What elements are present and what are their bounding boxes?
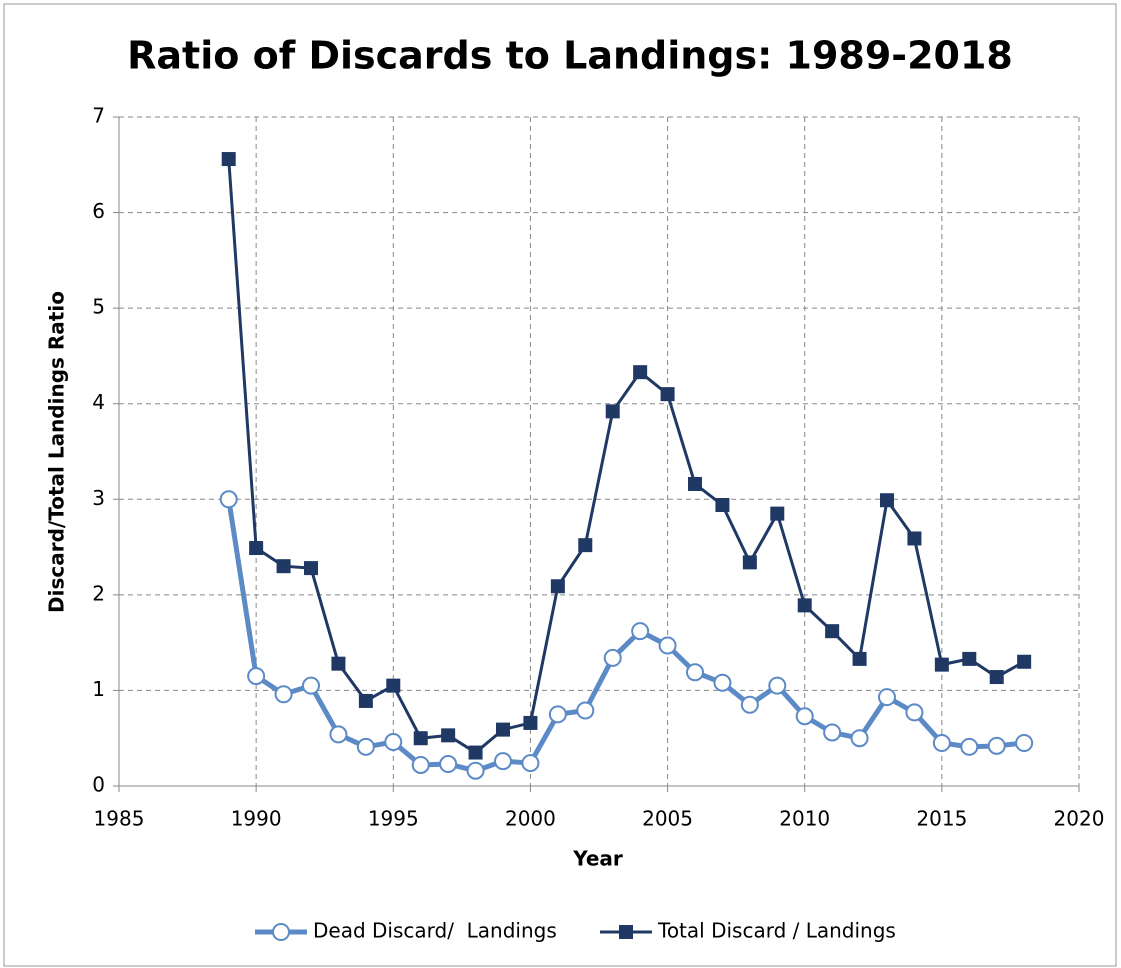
point — [934, 657, 949, 672]
x-tick-label: 2005 — [642, 807, 693, 831]
y-tick-label: 4 — [92, 390, 105, 414]
x-tick-label: 1990 — [231, 807, 282, 831]
y-tick-label: 2 — [92, 581, 105, 605]
point — [550, 579, 565, 594]
point — [823, 723, 842, 742]
point — [276, 559, 291, 574]
point — [631, 622, 650, 641]
point — [932, 733, 951, 752]
point — [660, 387, 675, 402]
point — [413, 731, 428, 746]
point — [468, 745, 483, 760]
y-tick-label: 3 — [92, 486, 105, 510]
y-tick-label: 6 — [92, 199, 105, 223]
legend-marker — [619, 925, 633, 939]
x-tick-label: 1985 — [94, 807, 145, 831]
point — [247, 667, 266, 686]
point — [1015, 733, 1034, 752]
x-axis-label: Year — [572, 847, 623, 871]
point — [411, 755, 430, 774]
point — [989, 670, 1004, 685]
point — [852, 651, 867, 666]
y-tick-label: 7 — [92, 104, 105, 128]
point — [331, 656, 346, 671]
point — [304, 561, 318, 576]
point — [578, 538, 593, 553]
point — [521, 754, 540, 773]
point — [249, 541, 264, 556]
point — [962, 651, 977, 666]
point — [987, 736, 1006, 755]
point — [960, 737, 979, 756]
point — [496, 722, 510, 737]
point — [742, 555, 757, 570]
point — [302, 676, 320, 695]
point — [576, 701, 595, 720]
point — [466, 761, 485, 780]
chart-title: Ratio of Discards to Landings: 1989-2018 — [127, 34, 1013, 78]
point — [880, 493, 894, 508]
point — [907, 531, 922, 546]
point — [386, 678, 401, 693]
point — [221, 152, 236, 167]
x-tick-label: 2010 — [779, 807, 830, 831]
x-tick-label: 2000 — [505, 807, 556, 831]
point — [523, 715, 538, 730]
y-axis-label: Discard/Total Landings Ratio — [45, 291, 69, 613]
point — [605, 404, 620, 419]
series-line — [227, 158, 1025, 755]
point — [358, 693, 373, 708]
point — [795, 707, 814, 726]
legend-marker — [272, 923, 290, 941]
point — [658, 636, 677, 655]
point — [274, 685, 293, 704]
point — [633, 365, 648, 380]
point — [384, 733, 403, 752]
y-tick-label: 5 — [92, 295, 105, 319]
point — [905, 703, 924, 722]
y-tick-label: 1 — [92, 677, 105, 701]
point — [494, 752, 512, 771]
point — [770, 506, 785, 521]
legend-label: Total Discard / Landings — [657, 919, 896, 943]
point — [713, 673, 732, 692]
point — [740, 695, 759, 714]
point — [768, 676, 787, 695]
point — [1017, 654, 1032, 669]
point — [219, 490, 238, 509]
legend-label: Dead Discard/ Landings — [313, 919, 557, 943]
point — [825, 624, 840, 639]
series-line — [226, 498, 1025, 774]
point — [329, 725, 348, 744]
point — [715, 498, 730, 513]
point — [356, 737, 375, 756]
point — [439, 755, 458, 774]
point — [688, 476, 702, 491]
point — [686, 663, 704, 682]
x-tick-label: 2020 — [1054, 807, 1105, 831]
point — [548, 705, 567, 724]
point — [441, 728, 456, 743]
x-tick-label: 1995 — [368, 807, 419, 831]
x-tick-label: 2015 — [916, 807, 967, 831]
y-tick-label: 0 — [92, 773, 105, 797]
chart-border — [3, 3, 1117, 967]
point — [603, 648, 622, 667]
point — [878, 688, 896, 707]
point — [850, 729, 869, 748]
point — [797, 598, 812, 613]
